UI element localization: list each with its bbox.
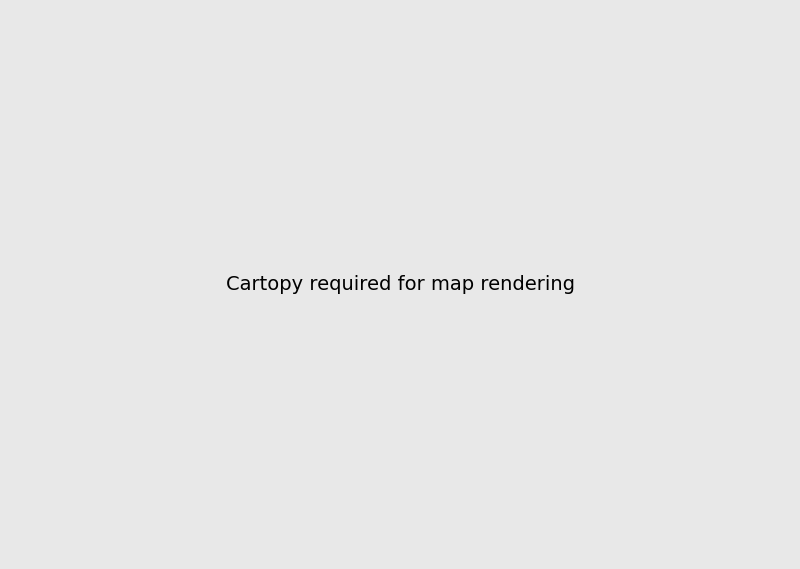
Text: Cartopy required for map rendering: Cartopy required for map rendering <box>226 275 574 294</box>
